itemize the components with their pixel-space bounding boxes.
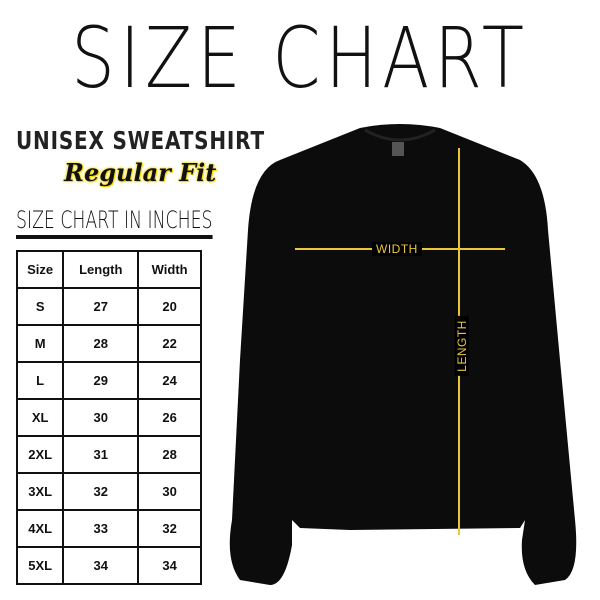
header-size: Size: [15, 250, 65, 289]
table-row: M 28 22: [15, 324, 202, 363]
cell-length: 30: [62, 398, 140, 437]
cell-width: 28: [137, 435, 202, 474]
table-header-row: Size Length Width: [15, 250, 202, 289]
cell-size: S: [15, 287, 65, 326]
cell-size: 3XL: [15, 472, 65, 511]
fit-label: Regular Fit: [64, 158, 217, 187]
cell-size: 2XL: [15, 435, 65, 474]
header-length: Length: [62, 250, 140, 289]
width-label: WIDTH: [372, 242, 422, 256]
table-row: L 29 24: [15, 361, 202, 400]
sweatshirt-body: [229, 124, 577, 585]
cell-size: XL: [15, 398, 65, 437]
cell-size: 5XL: [15, 546, 65, 585]
table-row: 5XL 34 34: [15, 546, 202, 585]
cell-width: 32: [137, 509, 202, 548]
chart-heading: SIZE CHART IN INCHES: [16, 206, 213, 239]
table-row: 4XL 33 32: [15, 509, 202, 548]
table-row: 2XL 31 28: [15, 435, 202, 474]
neck-label: [392, 142, 404, 156]
cell-width: 22: [137, 324, 202, 363]
cell-length: 29: [62, 361, 140, 400]
table-row: 3XL 32 30: [15, 472, 202, 511]
cell-size: M: [15, 324, 65, 363]
cell-width: 20: [137, 287, 202, 326]
cell-length: 33: [62, 509, 140, 548]
cell-length: 27: [62, 287, 140, 326]
product-name: UNISEX SWEATSHIRT: [16, 126, 265, 155]
cell-length: 32: [62, 472, 140, 511]
cell-width: 34: [137, 546, 202, 585]
cell-width: 26: [137, 398, 202, 437]
cell-width: 30: [137, 472, 202, 511]
cell-length: 34: [62, 546, 140, 585]
table-row: S 27 20: [15, 287, 202, 326]
header-width: Width: [137, 250, 202, 289]
cell-width: 24: [137, 361, 202, 400]
table-row: XL 30 26: [15, 398, 202, 437]
page-title: SIZE CHART: [71, 9, 529, 107]
cell-length: 31: [62, 435, 140, 474]
cell-size: 4XL: [15, 509, 65, 548]
sweatshirt-image: [229, 124, 577, 585]
size-table: Size Length Width S 27 20 M 28 22 L 29 24 XL 30 26 2…: [15, 250, 202, 585]
cell-size: L: [15, 361, 65, 400]
length-label: LENGTH: [454, 316, 469, 376]
cell-length: 28: [62, 324, 140, 363]
